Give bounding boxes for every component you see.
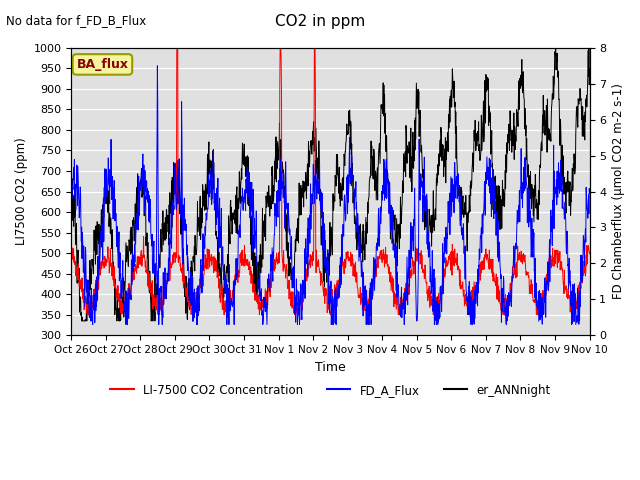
Legend: LI-7500 CO2 Concentration, FD_A_Flux, er_ANNnight: LI-7500 CO2 Concentration, FD_A_Flux, er… — [106, 379, 556, 401]
X-axis label: Time: Time — [315, 360, 346, 373]
Text: CO2 in ppm: CO2 in ppm — [275, 14, 365, 29]
Text: No data for f_FD_B_Flux: No data for f_FD_B_Flux — [6, 14, 147, 27]
Text: BA_flux: BA_flux — [76, 58, 129, 71]
Y-axis label: FD Chamberflux (μmol CO2 m-2 s-1): FD Chamberflux (μmol CO2 m-2 s-1) — [612, 84, 625, 300]
Y-axis label: LI7500 CO2 (ppm): LI7500 CO2 (ppm) — [15, 138, 28, 245]
